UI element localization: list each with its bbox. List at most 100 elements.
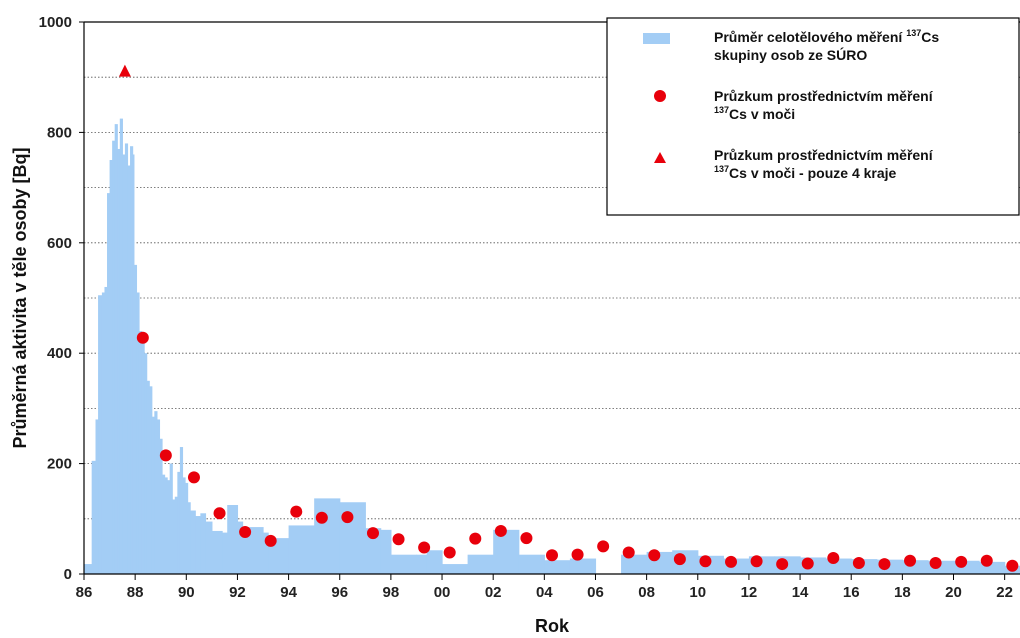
point-circle: [264, 534, 277, 547]
bar: [159, 438, 163, 574]
point-circle: [213, 507, 226, 520]
point-circle: [571, 548, 584, 561]
bar: [195, 516, 201, 574]
x-tick-label: 98: [383, 584, 400, 601]
point-circle: [776, 558, 789, 571]
bar: [144, 353, 148, 574]
bar: [136, 292, 140, 574]
x-tick-label: 04: [536, 584, 553, 601]
bar: [119, 118, 123, 574]
x-tick-label: 86: [76, 584, 93, 601]
point-triangle: [118, 64, 131, 77]
point-circle: [392, 533, 405, 546]
bar: [133, 264, 138, 574]
y-tick-label: 0: [64, 566, 72, 583]
bar: [138, 331, 143, 574]
y-axis-title: Průměrná aktivita v těle osoby [Bq]: [10, 147, 30, 448]
bar: [185, 482, 189, 574]
point-circle: [597, 540, 610, 553]
legend-label-circles: Průzkum prostřednictvím měření: [714, 88, 934, 104]
bar: [122, 154, 126, 575]
bar: [621, 554, 648, 574]
point-circle: [366, 527, 379, 540]
bar: [314, 498, 341, 574]
bar: [117, 148, 121, 574]
x-tick-label: 20: [945, 584, 962, 601]
bar: [172, 499, 176, 574]
bar: [98, 295, 103, 574]
bar: [146, 380, 150, 574]
x-tick-label: 08: [638, 584, 655, 601]
y-tick-label: 1000: [39, 14, 72, 31]
bar: [154, 411, 158, 574]
legend: Průměr celotělového měření 137Cs skupiny…: [606, 17, 1020, 216]
point-circle: [929, 556, 942, 569]
bar: [151, 416, 155, 574]
y-tick-labels: 0 200 400 600 800 1000: [39, 14, 84, 583]
bar: [416, 554, 428, 574]
point-circle: [443, 546, 456, 559]
point-circle: [878, 558, 891, 571]
x-tick-label: 02: [485, 584, 502, 601]
bar: [205, 521, 213, 574]
point-circle: [622, 546, 635, 559]
x-tick-label: 06: [587, 584, 604, 601]
x-tick-label: 18: [894, 584, 911, 601]
x-tick-label: 96: [331, 584, 348, 601]
bar: [544, 560, 571, 574]
bar: [174, 496, 178, 574]
bar: [101, 292, 106, 574]
bar: [177, 471, 181, 574]
y-tick-label: 800: [47, 124, 72, 141]
y-tick-label: 600: [47, 235, 72, 252]
x-tick-label: 12: [741, 584, 758, 601]
x-axis-title: Rok: [535, 616, 570, 636]
legend-circle-marker: [654, 90, 666, 102]
bar: [518, 554, 545, 574]
bar: [179, 447, 184, 574]
legend-box: [606, 17, 1020, 216]
bar: [190, 510, 196, 574]
point-circle: [648, 549, 661, 562]
y-tick-label: 200: [47, 456, 72, 473]
bar: [141, 336, 145, 574]
x-tick-label: 88: [127, 584, 144, 601]
point-circle: [136, 331, 149, 344]
point-circle: [904, 554, 917, 567]
x-tick-label: 92: [229, 584, 246, 601]
bar: [200, 513, 207, 574]
bar: [227, 505, 239, 574]
bar: [84, 564, 93, 574]
bar: [109, 160, 113, 574]
x-tick-labels: 86 88 90 92 94 96 98 00 02 04 06 08 10 12 14 16 18 20 22: [76, 574, 1013, 601]
bar: [263, 532, 269, 574]
x-tick-label: 14: [792, 584, 809, 601]
point-circle: [801, 557, 814, 570]
bar: [107, 193, 111, 574]
legend-label-bars-line2: skupiny osob ze SÚRO: [714, 46, 867, 63]
point-circle: [725, 555, 738, 568]
point-circle: [315, 511, 328, 524]
bar: [149, 386, 153, 574]
bar: [112, 140, 116, 574]
bar: [167, 480, 171, 574]
point-circle: [980, 554, 993, 567]
point-circle: [546, 549, 558, 562]
bar: [442, 564, 469, 574]
bar: [114, 124, 118, 575]
point-circle: [520, 532, 533, 545]
bar: [187, 502, 191, 574]
bar: [380, 529, 392, 574]
point-circle: [239, 526, 252, 539]
bar: [242, 527, 264, 574]
legend-bar-swatch: [643, 33, 670, 44]
bar: [130, 146, 134, 574]
point-circle: [469, 532, 482, 545]
point-circle: [852, 556, 865, 569]
bar: [211, 530, 223, 574]
point-circle: [159, 449, 172, 462]
legend-label-bars: Průměr celotělového měření 137Cs: [714, 28, 939, 45]
y-tick-label: 400: [47, 345, 72, 362]
bar: [156, 419, 161, 574]
